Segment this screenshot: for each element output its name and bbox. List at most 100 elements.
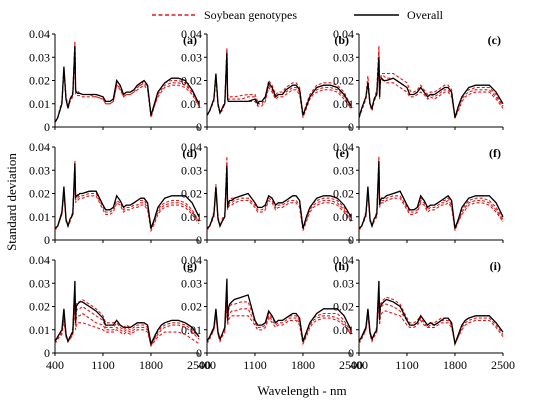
panel-label: (h) bbox=[334, 259, 349, 273]
y-tick-label: 0.01 bbox=[181, 323, 202, 337]
y-tick-label: 0.04 bbox=[333, 27, 354, 41]
panel-g: 0 0.01 0.02 0.03 0.04 400 1100 1800 2500 (g) bbox=[29, 253, 211, 372]
y-tick-label: 0 bbox=[44, 233, 50, 247]
x-tick-label: 400 bbox=[350, 358, 368, 372]
genotype-series-line bbox=[358, 54, 504, 120]
genotype-series-line bbox=[54, 160, 200, 229]
panel-label: (i) bbox=[490, 259, 501, 273]
genotype-series-line bbox=[358, 283, 504, 346]
legend-label-overall: Overall bbox=[407, 8, 444, 22]
x-tick-label: 1800 bbox=[443, 358, 467, 372]
genotype-series-line bbox=[54, 306, 200, 348]
panel-c: 0 0.01 0.02 0.03 0.04 (c) bbox=[333, 27, 504, 134]
panel-label: (f) bbox=[489, 146, 501, 160]
x-tick-label: 1800 bbox=[139, 358, 163, 372]
genotype-series-line bbox=[358, 167, 504, 231]
genotype-series-line bbox=[358, 297, 504, 346]
y-tick-label: 0.02 bbox=[181, 187, 202, 201]
overall-series-line bbox=[206, 278, 352, 342]
x-tick-label: 1100 bbox=[91, 358, 115, 372]
y-tick-label: 0.03 bbox=[29, 50, 50, 64]
genotype-series-line bbox=[206, 156, 352, 229]
panel-label: (g) bbox=[183, 259, 197, 273]
y-tick-label: 0.03 bbox=[181, 163, 202, 177]
genotype-series-line bbox=[54, 43, 200, 123]
x-tick-label: 2500 bbox=[187, 358, 211, 372]
overall-series-line bbox=[358, 160, 504, 229]
y-tick-label: 0.02 bbox=[333, 187, 354, 201]
panel-label: (e) bbox=[336, 146, 349, 160]
genotype-series-line bbox=[206, 167, 352, 231]
panel-a: 00.010.020.030.04 (a) bbox=[29, 27, 200, 134]
panel-label: (a) bbox=[183, 33, 197, 47]
y-tick-label: 0.01 bbox=[29, 97, 50, 111]
y-tick-label: 0.01 bbox=[181, 210, 202, 224]
panel-label: (c) bbox=[488, 33, 501, 47]
genotype-series-line bbox=[206, 50, 352, 116]
y-tick-label: 0.01 bbox=[333, 97, 354, 111]
panel-h: 0 0.01 0.02 0.03 0.04 400 1100 1800 2500 (h) bbox=[181, 253, 363, 372]
y-tick-label: 0.03 bbox=[333, 276, 354, 290]
y-tick-label: 0 bbox=[196, 120, 202, 134]
genotype-series-line bbox=[54, 297, 200, 348]
panel-d: 00.010.020.030.04 (d) bbox=[29, 140, 200, 247]
legend: Soybean genotypes Overall bbox=[152, 8, 444, 22]
x-axis-title: Wavelength - nm bbox=[257, 383, 346, 398]
y-tick-label: 0.04 bbox=[181, 140, 202, 154]
y-tick-label: 0.04 bbox=[333, 253, 354, 267]
genotype-series-line bbox=[54, 47, 200, 123]
legend-label-genotypes: Soybean genotypes bbox=[204, 8, 297, 22]
y-tick-label: 0 bbox=[348, 346, 354, 360]
genotype-series-line bbox=[206, 47, 352, 116]
overall-series-line bbox=[54, 163, 200, 229]
y-tick-label: 0.04 bbox=[29, 27, 50, 41]
overall-series-line bbox=[206, 52, 352, 116]
y-tick-label: 0.01 bbox=[181, 97, 202, 111]
y-axis-title: Standard deviation bbox=[4, 153, 19, 251]
y-tick-label: 0.02 bbox=[29, 300, 50, 314]
y-tick-label: 0.03 bbox=[29, 276, 50, 290]
genotype-series-line bbox=[206, 301, 352, 346]
x-tick-label: 2500 bbox=[339, 358, 363, 372]
genotype-series-line bbox=[54, 287, 200, 346]
y-tick-label: 0.01 bbox=[29, 323, 50, 337]
overall-series-line bbox=[54, 45, 200, 123]
genotype-series-line bbox=[358, 45, 504, 118]
overall-series-line bbox=[358, 57, 504, 118]
y-tick-label: 0.03 bbox=[333, 50, 354, 64]
y-tick-label: 0.03 bbox=[333, 163, 354, 177]
genotype-series-line bbox=[206, 50, 352, 118]
overall-series-line bbox=[54, 280, 200, 346]
y-tick-label: 0.03 bbox=[181, 276, 202, 290]
y-tick-label: 0.04 bbox=[29, 253, 50, 267]
y-tick-label: 0.01 bbox=[29, 210, 50, 224]
y-tick-label: 0.04 bbox=[29, 140, 50, 154]
x-tick-label: 1800 bbox=[291, 358, 315, 372]
x-tick-label: 400 bbox=[46, 358, 64, 372]
panel-label: (d) bbox=[182, 146, 197, 160]
x-tick-label: 1100 bbox=[243, 358, 267, 372]
y-tick-label: 0.01 bbox=[333, 323, 354, 337]
panel-e: 00.010.020.030.04 (e) bbox=[181, 140, 352, 247]
y-tick-label: 0.02 bbox=[333, 74, 354, 88]
y-tick-label: 0.04 bbox=[333, 140, 354, 154]
panel-i: 0 0.01 0.02 0.03 0.04 400 1100 1800 2500 (i) bbox=[333, 253, 515, 372]
y-tick-label: 0 bbox=[348, 120, 354, 134]
y-tick-label: 0.02 bbox=[181, 300, 202, 314]
y-tick-label: 0.03 bbox=[29, 163, 50, 177]
genotype-series-line bbox=[358, 156, 504, 229]
x-tick-label: 400 bbox=[198, 358, 216, 372]
y-tick-label: 0.03 bbox=[181, 50, 202, 64]
x-tick-label: 2500 bbox=[491, 358, 515, 372]
y-tick-label: 0 bbox=[196, 346, 202, 360]
overall-series-line bbox=[358, 280, 504, 347]
panel-f: 0 0.01 0.02 0.03 0.04 (f) bbox=[333, 140, 504, 247]
genotype-series-line bbox=[54, 167, 200, 231]
y-tick-label: 0 bbox=[44, 346, 50, 360]
genotype-series-line bbox=[206, 294, 352, 346]
panel-label: (b) bbox=[334, 33, 349, 47]
panel-b: 00.010.020.030.04 (b) bbox=[181, 27, 352, 134]
y-tick-label: 0.02 bbox=[181, 74, 202, 88]
y-tick-label: 0.04 bbox=[181, 27, 202, 41]
